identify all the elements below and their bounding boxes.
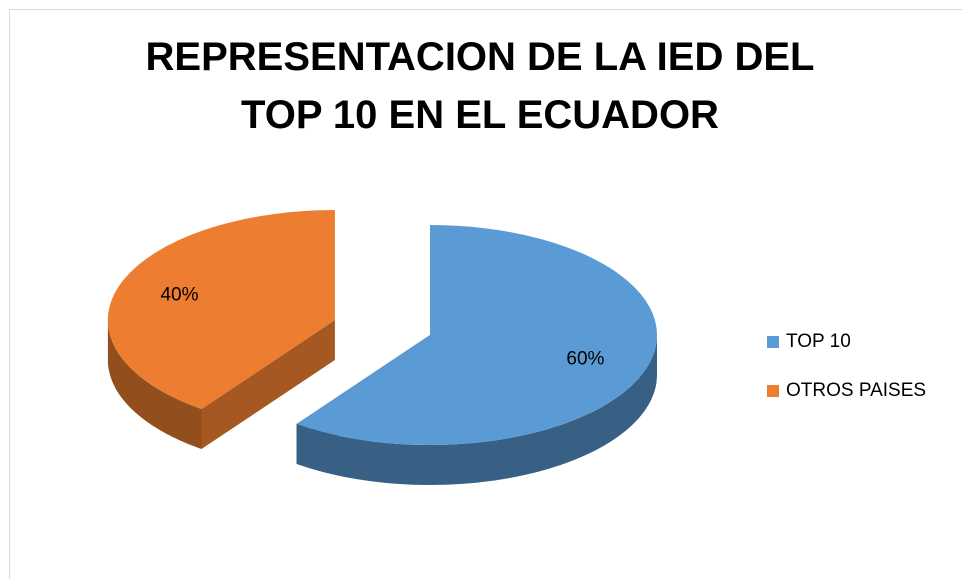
slice-side [296, 335, 657, 485]
slice [296, 225, 657, 445]
slice [107, 210, 335, 409]
slice-side [107, 320, 202, 449]
legend-swatch [767, 385, 779, 397]
slice-cut-face [201, 320, 335, 450]
legend-label: OTROS PAISES [786, 380, 926, 401]
legend-swatch [767, 336, 779, 348]
legend-label: TOP 10 [786, 331, 851, 352]
data-label: 60% [566, 348, 604, 369]
chart-border [9, 9, 962, 579]
chart-title: REPRESENTACION DE LA IED DEL TOP 10 EN E… [145, 35, 815, 137]
data-label: 40% [160, 285, 198, 306]
